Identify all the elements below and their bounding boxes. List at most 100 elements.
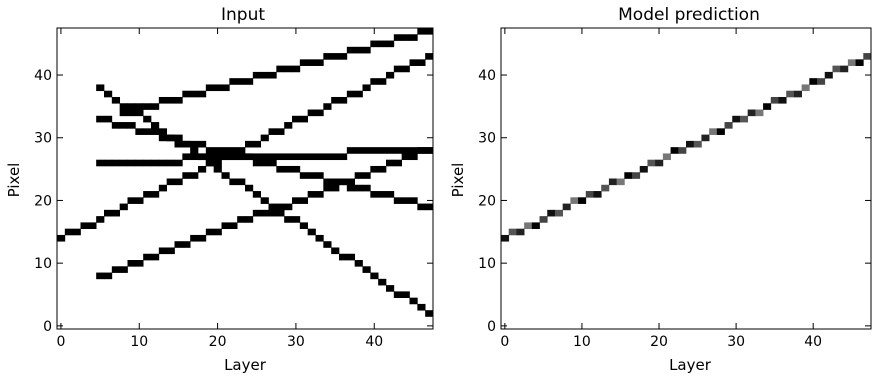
hit-cell	[401, 153, 410, 161]
hit-cell	[386, 40, 395, 48]
hit-cell	[143, 191, 152, 198]
hit-cell	[135, 260, 144, 267]
hit-cell	[786, 90, 795, 98]
hit-cell	[378, 40, 387, 48]
hit-cell	[354, 46, 363, 54]
hit-cell	[260, 197, 269, 204]
hit-cell	[570, 197, 579, 204]
hit-cell	[370, 147, 379, 154]
input-panel-title: Input	[221, 5, 265, 25]
hit-cell	[268, 159, 277, 167]
hit-cell	[346, 46, 356, 54]
hit-cell	[57, 234, 66, 242]
hit-cell	[370, 78, 379, 85]
y-tick-label: 0	[487, 319, 496, 335]
hit-cell	[260, 153, 269, 161]
hit-cell	[151, 128, 160, 135]
hit-cell	[190, 172, 199, 179]
hit-cell	[174, 134, 183, 142]
hit-cell	[393, 197, 403, 204]
x-tick-label: 30	[727, 334, 745, 350]
hit-cell	[362, 46, 371, 54]
hit-cell	[425, 28, 434, 35]
hit-cell	[252, 71, 262, 79]
hit-cell	[205, 147, 215, 154]
hit-cell	[315, 109, 324, 117]
hit-cell	[339, 178, 348, 186]
hit-cell	[346, 253, 356, 261]
hit-cell	[401, 197, 410, 204]
hit-cell	[127, 103, 136, 110]
hit-cell	[72, 228, 81, 236]
hit-cell	[315, 172, 324, 179]
hit-cell	[158, 134, 168, 142]
hit-cell	[284, 203, 293, 211]
hit-cell	[127, 122, 136, 129]
hit-cell	[670, 147, 679, 154]
prediction-plot-frame	[500, 27, 872, 330]
hit-cell	[127, 159, 136, 167]
hit-cell	[732, 115, 741, 123]
hit-cell	[409, 59, 418, 66]
hit-cell	[346, 147, 356, 154]
hit-cell	[104, 272, 113, 280]
hit-cell	[339, 153, 348, 161]
hit-cell	[190, 90, 199, 98]
hit-cell	[299, 153, 309, 161]
hit-cell	[135, 159, 144, 167]
input-y-axis-label: Pixel	[5, 163, 23, 198]
hit-cell	[205, 153, 215, 161]
hit-cell	[276, 128, 285, 135]
hit-cell	[763, 103, 772, 110]
hit-cell	[331, 178, 340, 186]
y-tick-label: 20	[478, 193, 496, 209]
hit-cell	[158, 247, 168, 255]
hit-cell	[562, 203, 571, 211]
hit-cell	[284, 216, 293, 223]
hit-cell	[182, 153, 191, 161]
hit-cell	[151, 103, 160, 110]
hit-cell	[127, 260, 136, 267]
x-tick-label: 40	[365, 334, 383, 350]
hit-cell	[151, 159, 160, 167]
hit-cell	[166, 134, 175, 142]
hit-cell	[111, 266, 121, 273]
hit-cell	[276, 203, 285, 211]
hit-cell	[135, 128, 144, 135]
hit-cell	[370, 165, 379, 173]
hit-cell	[323, 53, 332, 60]
hit-cell	[370, 40, 379, 48]
hit-cell	[182, 172, 191, 179]
hit-cell	[276, 165, 285, 173]
hit-cell	[260, 71, 269, 79]
hit-cell	[346, 90, 356, 98]
hit-cell	[578, 197, 587, 204]
hit-cell	[182, 241, 191, 248]
hit-cell	[96, 272, 105, 280]
hit-cell	[64, 228, 74, 236]
hit-cell	[315, 153, 324, 161]
hit-cell	[393, 65, 403, 73]
hit-cell	[151, 122, 160, 129]
hit-cell	[245, 78, 254, 85]
hit-cell	[252, 209, 262, 217]
hit-cell	[96, 216, 105, 223]
hit-cell	[501, 234, 510, 242]
hit-cell	[331, 53, 340, 60]
hit-cell	[111, 209, 121, 217]
hit-cell	[221, 147, 230, 154]
hit-cell	[166, 178, 175, 186]
hit-cell	[221, 153, 230, 161]
hit-cell	[268, 71, 277, 79]
hit-cell	[425, 147, 434, 154]
hit-cell	[362, 172, 371, 179]
hit-cell	[198, 153, 207, 161]
hit-cell	[409, 297, 418, 305]
hit-cell	[331, 247, 340, 255]
hit-cell	[516, 228, 525, 236]
hit-cell	[284, 65, 293, 73]
hit-cell	[307, 191, 316, 198]
hit-cell	[245, 216, 254, 223]
hit-cell	[401, 147, 410, 154]
hit-cell	[143, 103, 152, 110]
